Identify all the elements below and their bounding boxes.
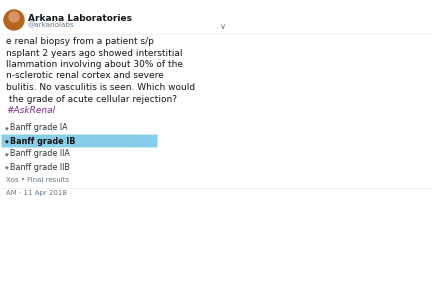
Circle shape	[9, 12, 19, 22]
Text: Banff grade IA: Banff grade IA	[10, 124, 68, 132]
Text: ◆: ◆	[5, 126, 9, 130]
Text: ◆: ◆	[5, 164, 9, 170]
Text: Banff grade IB: Banff grade IB	[10, 137, 76, 145]
Text: Xos • Final results: Xos • Final results	[6, 177, 69, 183]
Text: ◆: ◆	[5, 151, 9, 156]
Text: #AskRenal: #AskRenal	[6, 106, 55, 115]
Text: n-sclerotic renal cortex and severe: n-sclerotic renal cortex and severe	[6, 71, 164, 81]
Text: the grade of acute cellular rejection?: the grade of acute cellular rejection?	[6, 94, 177, 103]
Text: llammation involving about 30% of the: llammation involving about 30% of the	[6, 60, 183, 69]
Text: Banff grade IIB: Banff grade IIB	[10, 162, 70, 171]
Text: AM · 11 Apr 2018: AM · 11 Apr 2018	[6, 190, 67, 196]
Text: Arkana Laboratories: Arkana Laboratories	[28, 14, 132, 23]
Text: @arkanolabs: @arkanolabs	[28, 22, 75, 29]
FancyBboxPatch shape	[1, 134, 158, 147]
Text: bulitis. No vasculitis is seen. Which would: bulitis. No vasculitis is seen. Which wo…	[6, 83, 195, 92]
Text: Banff grade IIA: Banff grade IIA	[10, 149, 70, 158]
Text: nsplant 2 years ago showed interstitial: nsplant 2 years ago showed interstitial	[6, 48, 182, 58]
Text: e renal biopsy from a patient s/p: e renal biopsy from a patient s/p	[6, 37, 154, 46]
Text: ◆: ◆	[5, 139, 9, 143]
Text: ∨: ∨	[220, 22, 226, 31]
Circle shape	[4, 10, 24, 30]
